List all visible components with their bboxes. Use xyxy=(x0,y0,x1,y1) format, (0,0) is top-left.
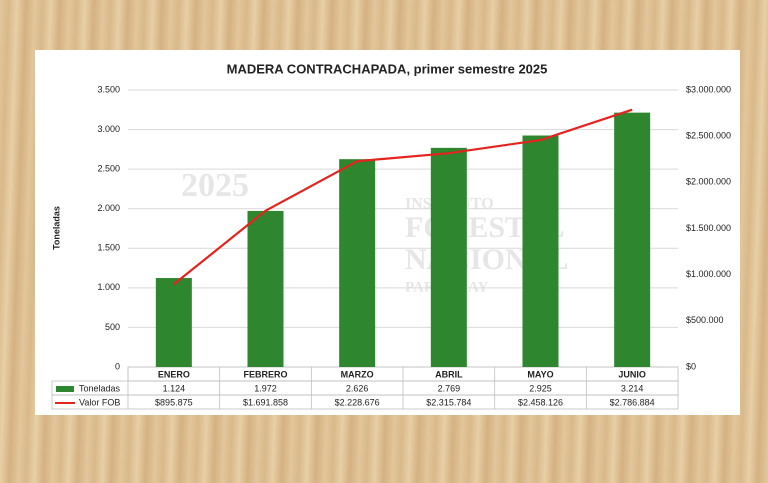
bar xyxy=(247,210,284,367)
y-tick-label: 500 xyxy=(105,322,120,332)
data-table-value: 1.124 xyxy=(163,383,186,393)
bar xyxy=(430,147,467,367)
line xyxy=(173,108,633,286)
data-table-value: $2.315.784 xyxy=(426,397,471,407)
data-table-value: $895.875 xyxy=(155,397,193,407)
data-table-value: $2.786.884 xyxy=(610,397,655,407)
data-table-value: 2.626 xyxy=(346,383,369,393)
data-table-value: 2.769 xyxy=(438,383,461,393)
bar xyxy=(339,159,376,367)
x-tick-label: ENERO xyxy=(158,369,190,379)
y2-tick-label: $1.000.000 xyxy=(686,269,731,279)
y-axis-label: Toneladas xyxy=(51,206,61,250)
y2-tick-label: $2.500.000 xyxy=(686,131,731,141)
data-table-value: 2.925 xyxy=(529,383,552,393)
bar xyxy=(155,278,192,367)
y2-tick-label: $1.500.000 xyxy=(686,223,731,233)
y-tick-label: 2.000 xyxy=(97,203,120,213)
y-tick-label: 2.500 xyxy=(97,164,120,174)
bar xyxy=(614,112,651,367)
bar xyxy=(522,135,559,367)
y2-tick-label: $500.000 xyxy=(686,315,724,325)
y-tick-label: 3.000 xyxy=(97,124,120,134)
x-tick-label: JUNIO xyxy=(618,369,646,379)
x-tick-label: MARZO xyxy=(341,369,374,379)
legend-key xyxy=(56,386,74,392)
chart-title: MADERA CONTRACHAPADA, primer semestre 20… xyxy=(227,61,548,76)
y-tick-label: 0 xyxy=(115,361,120,371)
data-table-border xyxy=(51,394,679,410)
x-tick-label: ABRIL xyxy=(435,369,463,379)
legend-label: Valor FOB xyxy=(79,397,120,407)
y-tick-label: 1.500 xyxy=(97,243,120,253)
data-table-value: $2.228.676 xyxy=(335,397,380,407)
data-table-value: 3.214 xyxy=(621,383,644,393)
watermark: 2025 xyxy=(181,167,249,204)
y-tick-label: 1.000 xyxy=(97,282,120,292)
data-table-value: $2.458.126 xyxy=(518,397,563,407)
data-table-value: 1.972 xyxy=(254,383,277,393)
y2-tick-label: $0 xyxy=(686,361,696,371)
legend-label: Toneladas xyxy=(79,383,121,393)
x-tick-label: FEBRERO xyxy=(243,369,287,379)
data-table-value: $1.691.858 xyxy=(243,397,288,407)
y2-tick-label: $3.000.000 xyxy=(686,84,731,94)
y-tick-label: 3.500 xyxy=(97,84,120,94)
y2-tick-label: $2.000.000 xyxy=(686,177,731,187)
x-tick-label: MAYO xyxy=(527,369,553,379)
